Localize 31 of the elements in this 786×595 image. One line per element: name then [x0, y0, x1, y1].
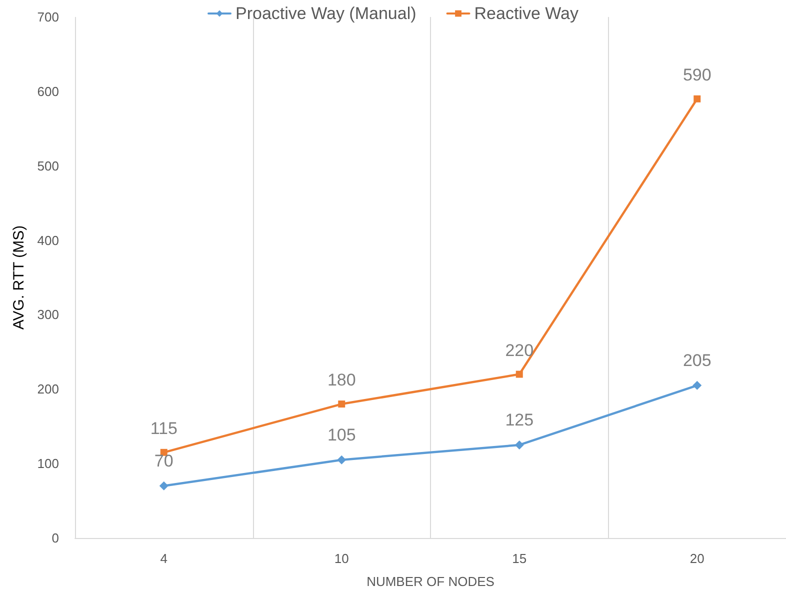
data-label: 70: [154, 451, 174, 470]
y-tick-label: 500: [37, 158, 59, 174]
data-label: 105: [327, 425, 356, 444]
data-label: 115: [150, 418, 178, 438]
legend-label: Reactive Way: [474, 4, 579, 23]
data-label: 180: [327, 370, 356, 390]
point: [694, 95, 701, 102]
x-tick-label: 20: [690, 551, 704, 566]
data-label: 125: [505, 410, 534, 430]
point: [516, 370, 523, 378]
y-axis-title: AVG. RTT (MS): [10, 225, 28, 330]
y-tick-label: 300: [37, 307, 59, 322]
y-tick-label: 200: [37, 382, 59, 397]
point: [337, 455, 346, 464]
data-label: 590: [682, 65, 712, 84]
legend-label: Proactive Way (Manual): [236, 4, 416, 23]
point: [692, 380, 702, 390]
y-tick-label: 700: [37, 10, 59, 24]
x-axis-title: NUMBER OF NODES: [366, 574, 495, 589]
data-label: 205: [682, 350, 712, 370]
y-tick-label: 0: [52, 530, 59, 546]
data-label: 220: [505, 340, 534, 360]
point: [159, 481, 168, 490]
point: [514, 440, 524, 450]
y-tick-label: 100: [37, 456, 59, 472]
x-tick-label: 15: [512, 551, 527, 566]
x-tick-label: 10: [334, 551, 349, 566]
y-tick-label: 400: [37, 232, 59, 248]
y-tick-label: 600: [37, 84, 59, 99]
point: [338, 400, 346, 408]
x-tick-label: 4: [160, 551, 168, 566]
